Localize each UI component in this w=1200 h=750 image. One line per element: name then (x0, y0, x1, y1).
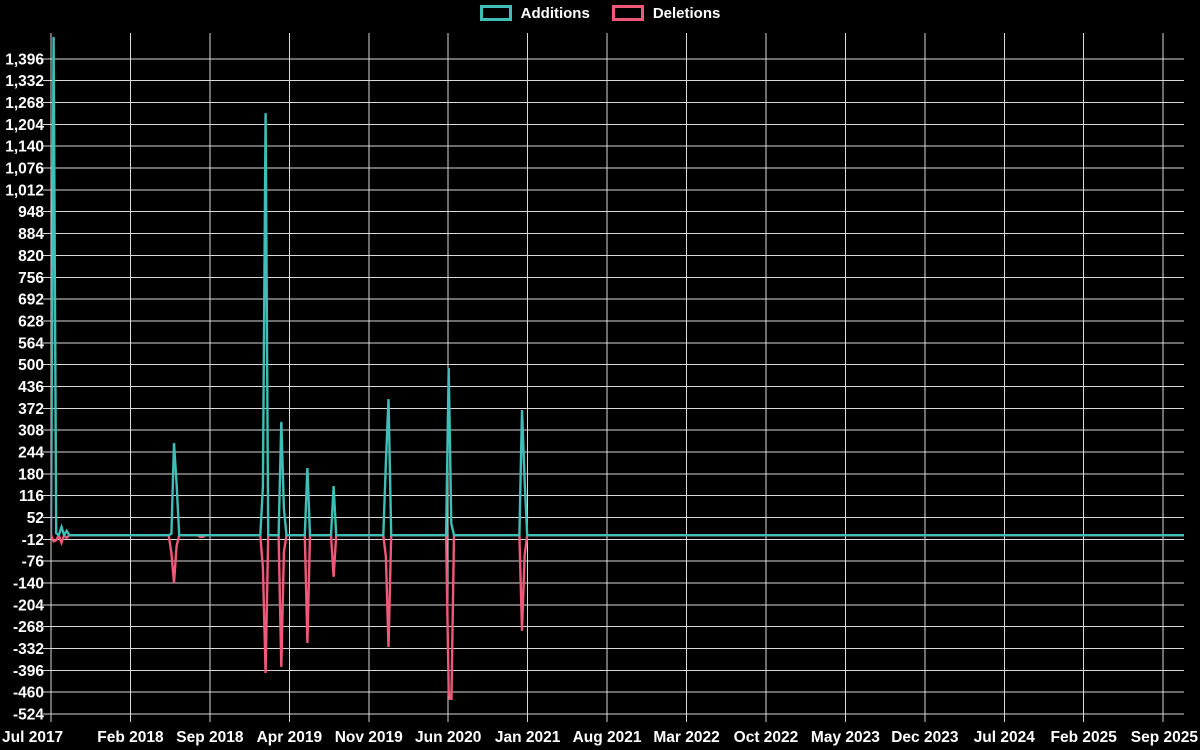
y-tick-label: 1,204 (5, 117, 44, 134)
x-tick-label: Mar 2022 (653, 729, 719, 746)
y-tick-label: 244 (18, 444, 44, 461)
x-axis-labels: Jul 2017 Feb 2018 Sep 2018 Apr 2019 Nov 2019… (2, 729, 1198, 746)
y-tick-label: 628 (18, 313, 44, 330)
gridlines (43, 33, 1184, 722)
y-tick-label: -524 (13, 706, 44, 723)
x-tick-label: Apr 2019 (257, 729, 323, 746)
chart-legend: Additions Deletions (0, 5, 1200, 21)
legend-item-deletions[interactable]: Deletions (611, 4, 721, 22)
x-tick-label: Feb 2025 (1051, 729, 1118, 746)
y-tick-label: 308 (18, 423, 44, 440)
y-tick-label: 1,076 (5, 161, 44, 178)
y-tick-label: 500 (18, 357, 44, 374)
y-tick-label: 52 (27, 510, 44, 527)
y-tick-label: -460 (13, 685, 44, 702)
x-tick-label: Dec 2023 (891, 729, 959, 746)
x-tick-label: Sep 2025 (1131, 729, 1199, 746)
y-tick-label: 436 (18, 379, 44, 396)
y-tick-label: -268 (13, 619, 44, 636)
x-tick-label: Feb 2018 (97, 729, 164, 746)
y-tick-label: 372 (18, 401, 44, 418)
y-tick-label: -204 (13, 597, 44, 614)
y-tick-label: 692 (18, 292, 44, 309)
additions-swatch-icon (479, 5, 512, 21)
additions-line (51, 36, 1184, 539)
y-tick-label: -396 (13, 663, 44, 680)
y-tick-label: 756 (18, 270, 44, 287)
deletions-swatch-icon (611, 5, 644, 21)
y-tick-label: 180 (18, 466, 44, 483)
x-tick-label: Jul 2024 (974, 729, 1036, 746)
y-axis-labels: 1,396 1,332 1,268 1,204 1,140 1,076 1,012 948 88… (5, 51, 44, 723)
x-tick-label: May 2023 (811, 729, 880, 746)
y-tick-label: 1,268 (5, 95, 44, 112)
y-tick-label: -12 (22, 532, 44, 549)
y-tick-label: 1,396 (5, 51, 44, 68)
x-tick-label: Jan 2021 (495, 729, 561, 746)
x-tick-label: Oct 2022 (734, 729, 799, 746)
y-tick-label: -76 (22, 554, 45, 571)
x-tick-label: Jun 2020 (415, 729, 481, 746)
y-tick-label: -332 (13, 641, 44, 658)
y-tick-label: 1,012 (5, 182, 44, 199)
x-tick-label: Jul 2017 (2, 729, 63, 746)
y-tick-label: 820 (18, 248, 44, 265)
legend-label-additions: Additions (520, 4, 590, 22)
x-tick-label: Nov 2019 (335, 729, 403, 746)
legend-label-deletions: Deletions (652, 4, 721, 22)
x-tick-label: Sep 2018 (176, 729, 244, 746)
y-tick-label: 1,140 (5, 139, 44, 156)
y-tick-label: 116 (19, 488, 44, 505)
y-tick-label: 564 (18, 335, 44, 352)
legend-item-additions[interactable]: Additions (479, 4, 590, 22)
x-tick-label: Aug 2021 (573, 729, 642, 746)
y-tick-label: 948 (18, 204, 44, 221)
y-tick-label: 1,332 (5, 73, 44, 90)
y-tick-label: -140 (13, 575, 44, 592)
y-tick-label: 884 (18, 226, 44, 243)
